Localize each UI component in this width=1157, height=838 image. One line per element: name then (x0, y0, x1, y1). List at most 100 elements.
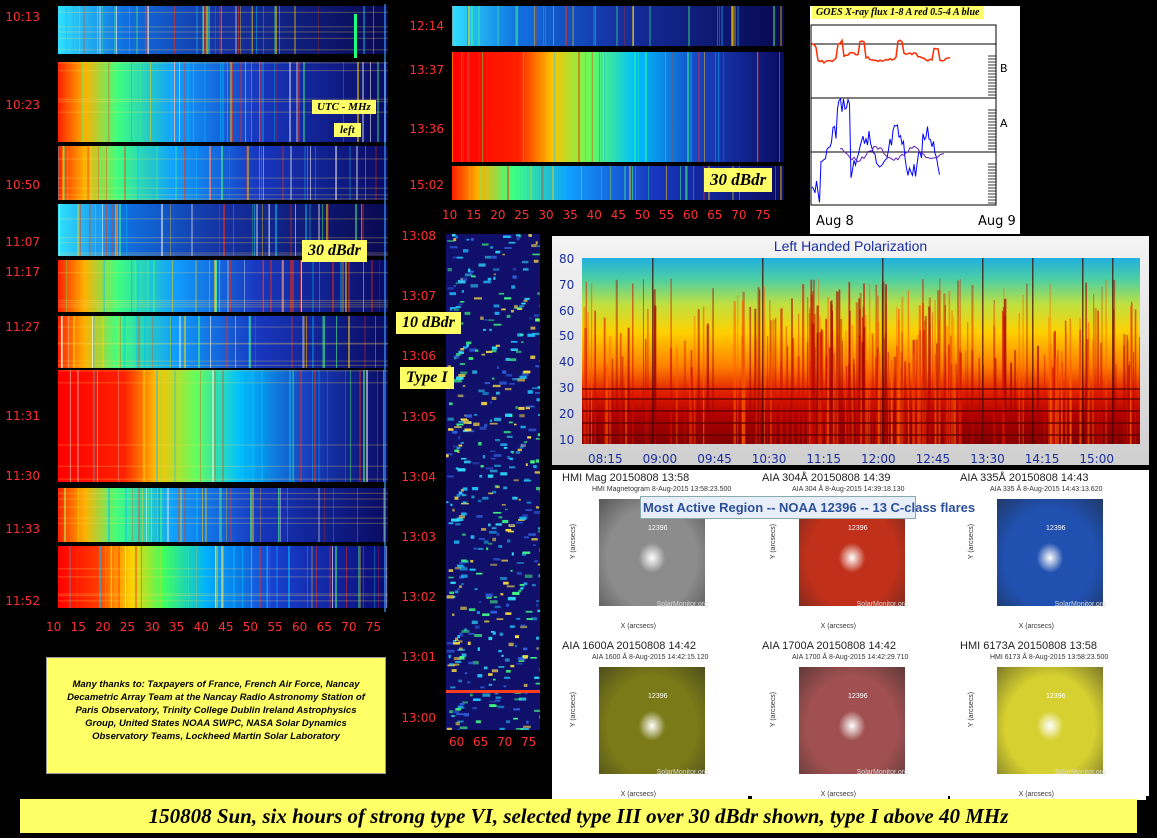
left-x-tick-7: 45 (218, 620, 234, 634)
solar-y-axis: Y (arcsecs) (570, 523, 578, 560)
left-x-tick-12: 70 (341, 620, 357, 634)
left-band-0 (58, 6, 388, 54)
solar-image (997, 667, 1103, 775)
solar-x-axis: X (arcsecs) (820, 791, 856, 798)
left-band-7 (58, 488, 388, 542)
goes-x-tick-0: Aug 8 (816, 214, 854, 229)
left-y-tick-7: 11:30 (5, 469, 40, 483)
solar-credit: SolarMonitor.org (1054, 769, 1106, 776)
type-i-y-tick-4: 13:04 (401, 469, 436, 484)
left-band-4 (58, 260, 388, 312)
goes-x-tick-1: Aug 9 (978, 214, 1016, 229)
lhp-y-tick-7: 10 (559, 432, 575, 447)
solar-credit: SolarMonitor.org (856, 601, 908, 608)
solar-tile-subtitle: HMI Magnetogram 8-Aug-2015 13:58:23.500 (592, 486, 732, 493)
left-x-tick-1: 15 (70, 620, 86, 634)
goes-plot (810, 24, 997, 206)
left-x-tick-2: 20 (95, 620, 111, 634)
solar-banner: Most Active Region -- NOAA 12396 -- 13 C… (640, 496, 975, 519)
left-x-tick-11: 65 (316, 620, 332, 634)
solar-tile-1: AIA 304Å 20150808 14:39 AIA 304 Å 8-Aug-2… (752, 470, 948, 632)
solar-image (599, 667, 705, 775)
solar-x-axis: X (arcsecs) (820, 623, 856, 630)
type-i-x-tick-1: 65 (473, 735, 489, 749)
solar-tile-title: AIA 335Å 20150808 14:43 (960, 472, 1089, 484)
left-x-tick-10: 60 (292, 620, 308, 634)
solar-tile-title: AIA 1700A 20150808 14:42 (762, 640, 896, 652)
mid-y-tick-3: 15:02 (409, 178, 444, 192)
solar-image (799, 667, 905, 775)
middle-spectrogram (452, 6, 784, 200)
active-region-label: 12396 (648, 525, 668, 533)
label-type-i: Type I (400, 367, 454, 389)
lhp-x-tick-3: 10:30 (751, 452, 787, 466)
left-spectrogram (58, 4, 388, 612)
left-x-tick-0: 10 (46, 620, 62, 634)
goes-series-blue (811, 97, 940, 203)
left-x-tick-3: 25 (119, 620, 136, 634)
left-band-6 (58, 370, 388, 482)
active-region-label: 12396 (648, 693, 668, 701)
goes-title: GOES X-ray flux 1-8 A red 0.5-4 A blue (812, 6, 984, 19)
active-region-label: 12396 (848, 693, 868, 701)
thanks-text: Many thanks to: Taxpayers of France, Fre… (67, 679, 365, 742)
mid-x-tick-8: 50 (634, 208, 651, 222)
solar-credit: SolarMonitor.org (856, 769, 908, 776)
lhp-y-tick-2: 60 (559, 303, 575, 318)
lhp-x-tick-2: 09:45 (697, 452, 732, 466)
mid-x-tick-2: 20 (490, 208, 506, 222)
goes-series-red (811, 38, 951, 64)
type-i-spectrogram (446, 234, 540, 730)
type-i-x-tick-0: 60 (449, 735, 465, 749)
lhp-y-tick-5: 30 (559, 381, 575, 395)
left-x-tick-6: 40 (193, 620, 209, 634)
solar-image (997, 499, 1103, 607)
label-10dbdr: 10 dBdr (396, 312, 461, 334)
mid-y-tick-2: 13:36 (409, 122, 444, 136)
solar-credit: SolarMonitor.org (656, 769, 708, 776)
mid-x-tick-1: 15 (466, 208, 482, 222)
left-x-tick-5: 35 (169, 620, 185, 634)
lhp-x-tick-5: 12:00 (861, 452, 896, 466)
mid-y-tick-1: 13:37 (409, 63, 444, 77)
active-region-label: 12396 (1046, 693, 1066, 701)
lhp-y-tick-3: 50 (559, 329, 575, 344)
mid-x-tick-11: 65 (707, 208, 723, 222)
solar-tile-subtitle: AIA 335 Å 8-Aug-2015 14:43:13.620 (990, 486, 1103, 493)
active-region-label: 12396 (1046, 525, 1066, 533)
mid-x-tick-5: 35 (562, 208, 578, 222)
solar-y-axis: Y (arcsecs) (968, 523, 976, 560)
solar-x-axis: X (arcsecs) (1018, 623, 1054, 630)
solar-tile-title: AIA 1600A 20150808 14:42 (562, 640, 696, 652)
left-x-tick-13: 75 (365, 620, 382, 634)
left-y-tick-0: 10:13 (5, 10, 40, 24)
mid-band-0 (452, 6, 784, 46)
left-x-tick-4: 30 (144, 620, 160, 634)
solar-tile-title: HMI 6173A 20150808 13:58 (960, 640, 1098, 652)
type-i-y-tick-6: 13:02 (401, 590, 436, 605)
lhp-x-tick-0: 08:15 (588, 452, 623, 466)
mid-x-tick-12: 70 (731, 208, 747, 222)
solar-credit: SolarMonitor.org (1054, 601, 1106, 608)
left-x-tick-8: 50 (242, 620, 259, 634)
type-i-y-tick-3: 13:05 (401, 409, 436, 424)
lhp-y-tick-4: 40 (559, 355, 575, 370)
type-i-y-tick-1: 13:07 (401, 289, 436, 304)
lhp-x-tick-4: 11:15 (806, 452, 841, 466)
mid-y-tick-0: 12:14 (409, 19, 444, 33)
label-left: left (334, 123, 361, 137)
solar-y-axis: Y (arcsecs) (570, 691, 578, 728)
left-y-tick-5: 11:27 (5, 320, 40, 334)
lhp-x-tick-9: 15:00 (1079, 452, 1114, 466)
solar-y-axis: Y (arcsecs) (770, 691, 778, 728)
lhp-x-tick-1: 09:00 (642, 452, 678, 466)
solar-tile-4: AIA 1700A 20150808 14:42 AIA 1700 Å 8-Aug… (752, 638, 948, 800)
lhp-y-tick-1: 70 (559, 277, 575, 292)
type-i-y-tick-0: 13:08 (401, 229, 436, 243)
lhp-x-tick-8: 14:15 (1024, 452, 1060, 466)
left-y-tick-3: 11:07 (5, 235, 40, 249)
left-x-tick-9: 55 (267, 620, 283, 634)
solar-tile-title: HMI Mag 20150808 13:58 (562, 472, 690, 484)
type-i-y-tick-5: 13:03 (401, 530, 436, 544)
